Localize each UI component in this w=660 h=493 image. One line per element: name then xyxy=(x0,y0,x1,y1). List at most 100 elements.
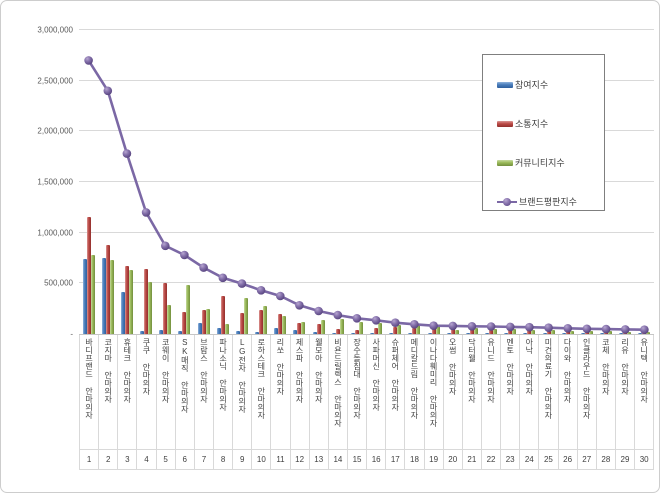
category-label-3: 휴테크 안마의자 xyxy=(122,338,132,403)
rank-label-6: 6 xyxy=(174,450,194,469)
bar-community-7 xyxy=(205,309,210,334)
category-cell-9: LG전자 안마의자 xyxy=(232,335,251,449)
bar-communication-4 xyxy=(144,269,149,334)
rank-label-21: 21 xyxy=(461,450,481,469)
rank-label-19: 19 xyxy=(423,450,443,469)
bar-participation-29 xyxy=(619,333,624,334)
bar-community-17 xyxy=(397,325,402,334)
bar-communication-6 xyxy=(182,312,187,334)
plot-area xyxy=(79,29,654,335)
marker-brand-reputation-29 xyxy=(621,325,630,334)
category-label-4: 쿠쿠 안마의자 xyxy=(141,338,151,395)
rank-label-16: 16 xyxy=(366,450,385,469)
rank-label-29: 29 xyxy=(614,450,634,469)
bar-participation-3 xyxy=(120,292,125,334)
bar-participation-24 xyxy=(523,333,528,334)
category-label-7: 브람스 안마의자 xyxy=(199,338,209,403)
bar-participation-12 xyxy=(293,329,298,334)
marker-brand-reputation-24 xyxy=(525,322,534,332)
category-cell-13: 웰모아 안마의자 xyxy=(308,335,328,449)
y-tick-label: 1,000,000 xyxy=(37,228,73,238)
category-cell-21: 닥터웰 안마의자 xyxy=(461,335,481,449)
bar-community-21 xyxy=(473,328,478,334)
legend-swatch-brand-reputation xyxy=(497,197,517,206)
bar-communication-21 xyxy=(469,329,474,334)
category-cell-22: 유니드 안마의자 xyxy=(480,335,500,449)
bar-community-14 xyxy=(339,319,344,334)
marker-brand-reputation-2 xyxy=(103,86,113,96)
bar-community-23 xyxy=(512,329,517,334)
category-cell-14: 비욘드릴렉스 안마의자 xyxy=(327,335,347,449)
category-cell-11: 리쏘 안마의자 xyxy=(270,335,289,449)
y-tick-label: 2,500,000 xyxy=(37,76,73,86)
category-label-5: 코웨이 안마의자 xyxy=(161,338,171,403)
marker-brand-reputation-9 xyxy=(237,279,247,288)
category-cell-2: 코지마 안마의자 xyxy=(98,335,117,449)
bar-community-20 xyxy=(454,329,459,334)
bar-community-11 xyxy=(282,316,287,334)
category-cell-17: 슈퍼체어 안마의자 xyxy=(385,335,404,449)
bar-communication-17 xyxy=(393,327,398,334)
marker-brand-reputation-22 xyxy=(486,322,496,331)
bar-communication-24 xyxy=(527,330,532,334)
bar-communication-15 xyxy=(354,329,359,334)
category-label-22: 유니드 안마의자 xyxy=(486,338,496,403)
bar-communication-2 xyxy=(105,244,110,334)
bar-participation-5 xyxy=(159,330,164,334)
category-label-10: 로하스테크 안마의자 xyxy=(256,338,266,419)
bar-communication-1 xyxy=(86,217,91,334)
rank-label-15: 15 xyxy=(346,450,366,469)
bar-communication-23 xyxy=(508,330,513,334)
rank-label-3: 3 xyxy=(117,450,136,469)
category-label-19: 이나다훼미리 안마의자 xyxy=(429,338,439,427)
category-cell-25: 미건의료기 안마의자 xyxy=(538,335,557,449)
marker-brand-reputation-4 xyxy=(141,208,151,217)
rank-label-23: 23 xyxy=(500,450,519,469)
marker-brand-reputation-16 xyxy=(371,316,381,325)
category-cell-16: 사파머신 안마의자 xyxy=(366,335,385,449)
gridline-500000 xyxy=(79,282,654,284)
bar-community-29 xyxy=(627,331,632,334)
bar-communication-25 xyxy=(546,330,551,334)
bar-communication-11 xyxy=(278,314,283,334)
category-cell-20: 오썸 안마의자 xyxy=(442,335,462,449)
category-cell-19: 이나다훼미리 안마의자 xyxy=(423,335,443,449)
marker-brand-reputation-20 xyxy=(448,321,458,331)
marker-brand-reputation-1 xyxy=(84,56,93,65)
category-label-24: 아낙 안마의자 xyxy=(524,338,534,395)
bar-participation-14 xyxy=(331,333,336,334)
y-tick-label: 3,000,000 xyxy=(37,25,73,35)
bar-participation-27 xyxy=(580,333,585,334)
category-label-29: 리유 안마의자 xyxy=(620,338,630,395)
bar-participation-30 xyxy=(638,333,643,334)
bar-participation-10 xyxy=(255,331,260,334)
legend-label-participation: 참여지수 xyxy=(515,80,549,90)
category-label-12: 제스파 안마의자 xyxy=(295,338,305,403)
bar-community-4 xyxy=(148,282,153,334)
category-label-21: 닥터웰 안마의자 xyxy=(467,338,477,403)
bar-community-18 xyxy=(416,324,421,334)
legend-label-community: 커뮤니티지수 xyxy=(515,158,565,168)
bar-community-22 xyxy=(493,328,498,334)
category-cell-1: 바디프랜드 안마의자 xyxy=(79,335,98,449)
marker-brand-reputation-26 xyxy=(563,324,573,333)
rank-label-17: 17 xyxy=(385,450,404,469)
category-label-23: 멘토 안마의자 xyxy=(505,338,515,395)
marker-brand-reputation-7 xyxy=(199,263,208,272)
marker-brand-reputation-14 xyxy=(333,310,343,320)
rank-label-14: 14 xyxy=(327,450,347,469)
rank-label-12: 12 xyxy=(289,450,309,469)
category-label-2: 코지마 안마의자 xyxy=(103,338,113,403)
rank-label-2: 2 xyxy=(98,450,117,469)
gridline-1000000 xyxy=(79,231,654,233)
bar-communication-19 xyxy=(431,327,436,334)
bar-community-26 xyxy=(569,330,574,334)
category-cell-27: 인클라우드 안마의자 xyxy=(576,335,596,449)
bar-communication-14 xyxy=(335,328,340,334)
bar-communication-3 xyxy=(124,266,129,334)
marker-brand-reputation-19 xyxy=(429,321,438,331)
bar-participation-16 xyxy=(370,333,375,334)
rank-label-28: 28 xyxy=(595,450,615,469)
bar-community-2 xyxy=(109,260,114,334)
marker-brand-reputation-3 xyxy=(122,149,132,158)
